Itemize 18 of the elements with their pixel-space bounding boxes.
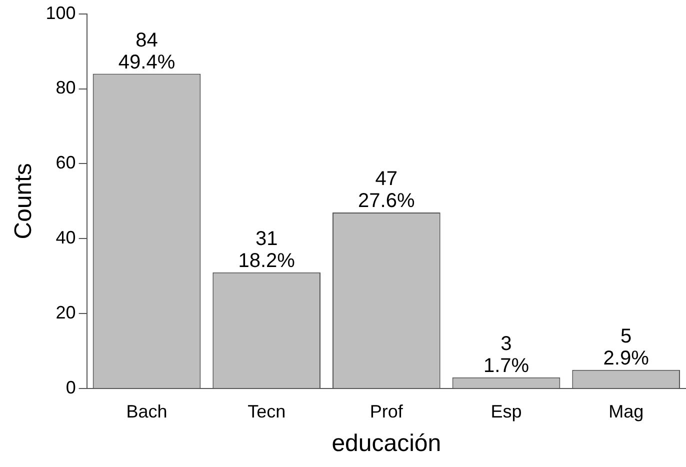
- y-tick-label: 20: [56, 302, 76, 323]
- x-tick-label: Esp: [490, 401, 522, 422]
- x-tick-label: Tecn: [248, 401, 286, 422]
- x-axis-title: educación: [332, 430, 442, 458]
- data-label: 84 49.4%: [118, 29, 176, 74]
- y-tick-label: 0: [66, 378, 76, 398]
- y-tick-label: 40: [56, 228, 76, 248]
- x-tick-label: Prof: [370, 401, 404, 422]
- y-tick-label: 80: [56, 78, 76, 98]
- y-tick-label: 100: [46, 2, 76, 23]
- data-label: 5 2.9%: [603, 325, 650, 370]
- y-axis-title: Counts: [10, 163, 38, 240]
- x-tick-label: Bach: [126, 401, 168, 422]
- data-label: 47 27.6%: [358, 168, 415, 212]
- data-label: 31 18.2%: [238, 228, 296, 272]
- x-tick-label: Mag: [608, 401, 644, 422]
- data-label: 3 1.7%: [483, 332, 530, 377]
- y-tick-label: 60: [56, 152, 76, 173]
